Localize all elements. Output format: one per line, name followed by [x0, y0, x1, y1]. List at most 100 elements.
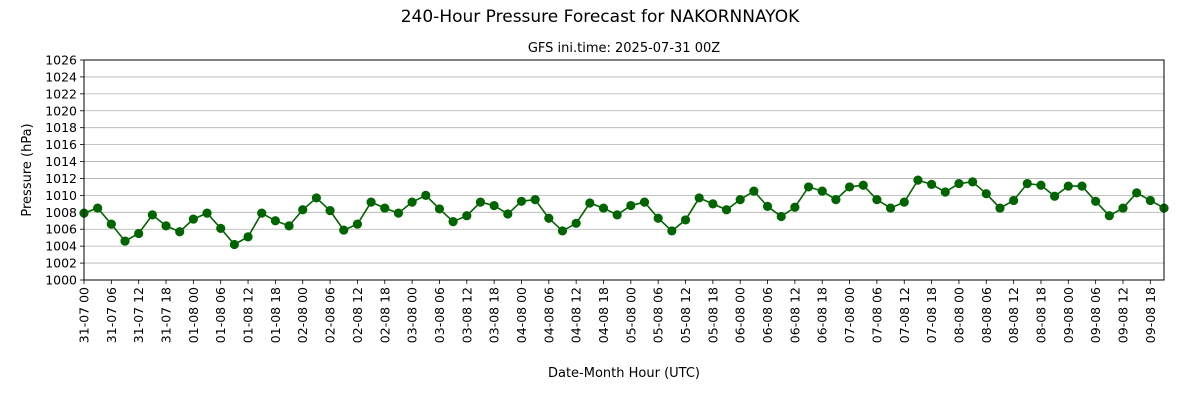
- data-point: [694, 193, 704, 203]
- data-point: [380, 203, 390, 213]
- y-tick-label: 1022: [45, 86, 77, 101]
- data-point: [954, 178, 964, 189]
- y-axis-label: Pressure (hPa): [20, 123, 35, 216]
- data-point: [352, 219, 363, 229]
- data-point: [968, 177, 978, 187]
- data-point: [831, 195, 841, 205]
- x-tick-label: 09-08 06: [1088, 287, 1103, 343]
- data-point: [626, 200, 636, 211]
- x-tick-label: 04-08 12: [569, 287, 584, 343]
- x-tick-label: 07-08 00: [842, 287, 857, 343]
- data-point: [653, 213, 663, 223]
- x-tick-label: 09-08 18: [1143, 287, 1158, 343]
- x-tick-label: 02-08 12: [350, 287, 365, 343]
- data-point: [216, 223, 226, 233]
- data-point: [995, 203, 1005, 213]
- x-tick-label: 06-08 12: [787, 287, 802, 343]
- data-point: [475, 197, 486, 207]
- data-point: [981, 189, 991, 199]
- x-tick-label: 03-08 06: [432, 287, 447, 343]
- data-point: [175, 227, 185, 237]
- y-axis: 1000 1002 1004 1006 1008 1010 1012 1014 1016 1018…: [45, 53, 84, 288]
- data-point: [161, 221, 171, 231]
- data-point: [544, 213, 554, 223]
- data-point: [284, 221, 294, 231]
- data-point: [721, 205, 732, 215]
- x-tick-label: 01-08 06: [213, 287, 228, 343]
- data-point: [708, 199, 718, 209]
- pressure-markers: [79, 175, 1169, 250]
- x-tick-label: 02-08 06: [323, 287, 338, 343]
- data-point: [366, 197, 376, 207]
- data-point: [844, 182, 855, 192]
- y-tick-label: 1002: [45, 256, 77, 271]
- data-point: [311, 193, 322, 203]
- data-point: [1118, 203, 1128, 213]
- data-point: [790, 202, 800, 212]
- x-tick-label: 08-08 06: [979, 287, 994, 343]
- data-point: [325, 206, 335, 216]
- data-point: [667, 226, 677, 236]
- y-tick-label: 1020: [45, 103, 77, 118]
- y-tick-label: 1006: [45, 222, 77, 237]
- data-point: [1145, 195, 1155, 206]
- data-point: [585, 198, 595, 208]
- data-point: [120, 236, 130, 246]
- x-tick-label: 09-08 00: [1061, 287, 1076, 343]
- chart-subtitle: GFS ini.time: 2025-07-31 00Z: [528, 41, 720, 56]
- data-point: [448, 217, 458, 227]
- data-point: [926, 179, 937, 189]
- data-point: [735, 195, 745, 205]
- data-point: [749, 186, 759, 196]
- data-point: [503, 209, 513, 219]
- y-tick-label: 1024: [45, 69, 77, 84]
- x-tick-label: 03-08 12: [459, 287, 474, 343]
- data-point: [1036, 180, 1046, 190]
- x-tick-label: 03-08 00: [405, 287, 420, 343]
- data-point: [858, 180, 868, 190]
- y-tick-label: 1004: [45, 239, 77, 254]
- data-point: [1022, 178, 1032, 189]
- x-tick-label: 07-08 18: [924, 287, 939, 343]
- x-axis-label: Date-Month Hour (UTC): [548, 366, 700, 381]
- grid-lines: [84, 59, 1164, 281]
- data-point: [940, 187, 950, 197]
- data-point: [202, 208, 212, 218]
- x-tick-label: 31-07 00: [77, 287, 92, 343]
- data-point: [1009, 195, 1019, 206]
- data-point: [243, 232, 253, 242]
- x-tick-label: 01-08 18: [268, 287, 283, 343]
- x-tick-label: 08-08 18: [1033, 287, 1048, 343]
- x-tick-label: 01-08 12: [241, 287, 256, 343]
- data-point: [434, 204, 445, 214]
- data-point: [571, 218, 581, 228]
- x-tick-label: 03-08 18: [487, 287, 502, 343]
- data-point: [557, 226, 568, 236]
- chart-title: 240-Hour Pressure Forecast for NAKORNNAY…: [401, 7, 800, 27]
- x-tick-label: 04-08 00: [514, 287, 529, 343]
- data-point: [339, 225, 349, 235]
- x-tick-label: 07-08 06: [869, 287, 884, 343]
- x-tick-label: 01-08 00: [186, 287, 201, 343]
- data-point: [913, 175, 923, 185]
- data-point: [598, 203, 609, 213]
- x-tick-label: 05-08 06: [651, 287, 666, 343]
- data-point: [885, 203, 896, 213]
- data-point: [817, 186, 827, 196]
- x-tick-label: 06-08 18: [815, 287, 830, 343]
- data-point: [134, 228, 144, 239]
- data-point: [1091, 196, 1101, 206]
- y-tick-label: 1008: [45, 205, 77, 220]
- data-point: [1063, 181, 1073, 191]
- y-tick-label: 1018: [45, 120, 77, 135]
- data-point: [639, 197, 650, 207]
- data-point: [530, 195, 540, 205]
- x-tick-label: 05-08 12: [678, 287, 693, 343]
- data-point: [899, 197, 909, 207]
- data-point: [1104, 211, 1114, 221]
- y-tick-label: 1010: [45, 188, 77, 203]
- x-tick-label: 05-08 00: [623, 287, 638, 343]
- data-point: [612, 210, 622, 220]
- data-point: [270, 216, 280, 226]
